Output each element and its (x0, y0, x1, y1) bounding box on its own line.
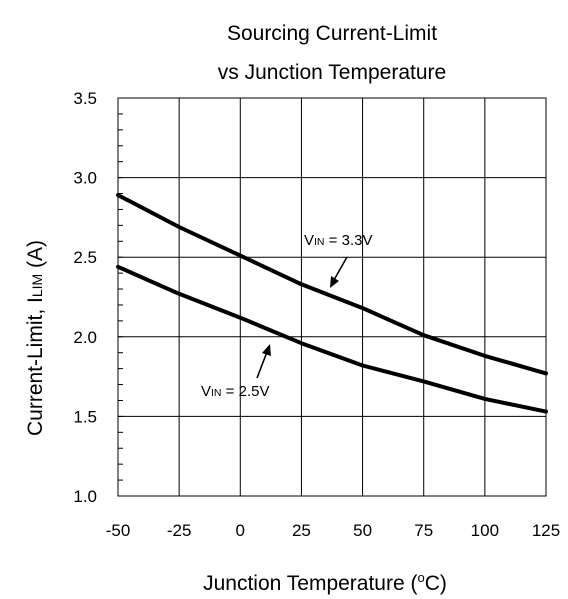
x-tick-label: 75 (414, 521, 433, 540)
x-tick-label: 0 (236, 521, 245, 540)
chart-title-line2: vs Junction Temperature (218, 61, 446, 84)
y-axis-label: Current-Limit, ILIM (A) (24, 240, 47, 436)
x-tick-label: 25 (292, 521, 311, 540)
y-tick-label: 2.5 (73, 248, 97, 267)
x-tick-label: 50 (353, 521, 372, 540)
x-tick-label: 125 (532, 521, 560, 540)
plot-frame (117, 97, 547, 497)
x-tick-label: -50 (106, 521, 131, 540)
y-tick-label: 3.0 (73, 169, 97, 188)
tick-labels: -50 -25 0 25 50 75 100 125 1.0 1.5 2.0 2.5 3.0 3.5 (73, 89, 560, 540)
series-layer (116, 193, 548, 414)
x-tick-label: -25 (167, 521, 192, 540)
annotation-arrow-3v3 (330, 256, 348, 288)
annotation-vin-3v3: VIN = 3.3V (304, 232, 372, 249)
y-tick-label: 2.0 (73, 328, 97, 347)
y-tick-label: 3.5 (73, 89, 97, 108)
series-line-vin-2v5 (116, 264, 548, 414)
x-axis-label: Junction Temperature (oC) (203, 570, 447, 595)
chart-title-line1: Sourcing Current-Limit (227, 22, 437, 45)
y-tick-label: 1.5 (73, 407, 97, 426)
annotation-arrow-2v5 (256, 344, 271, 379)
x-tick-label: 100 (471, 521, 499, 540)
grid-layer (117, 97, 547, 497)
annotation-vin-2v5: VIN = 2.5V (201, 383, 269, 400)
series-line-vin-3v3 (116, 193, 548, 376)
y-tick-label: 1.0 (73, 487, 97, 506)
